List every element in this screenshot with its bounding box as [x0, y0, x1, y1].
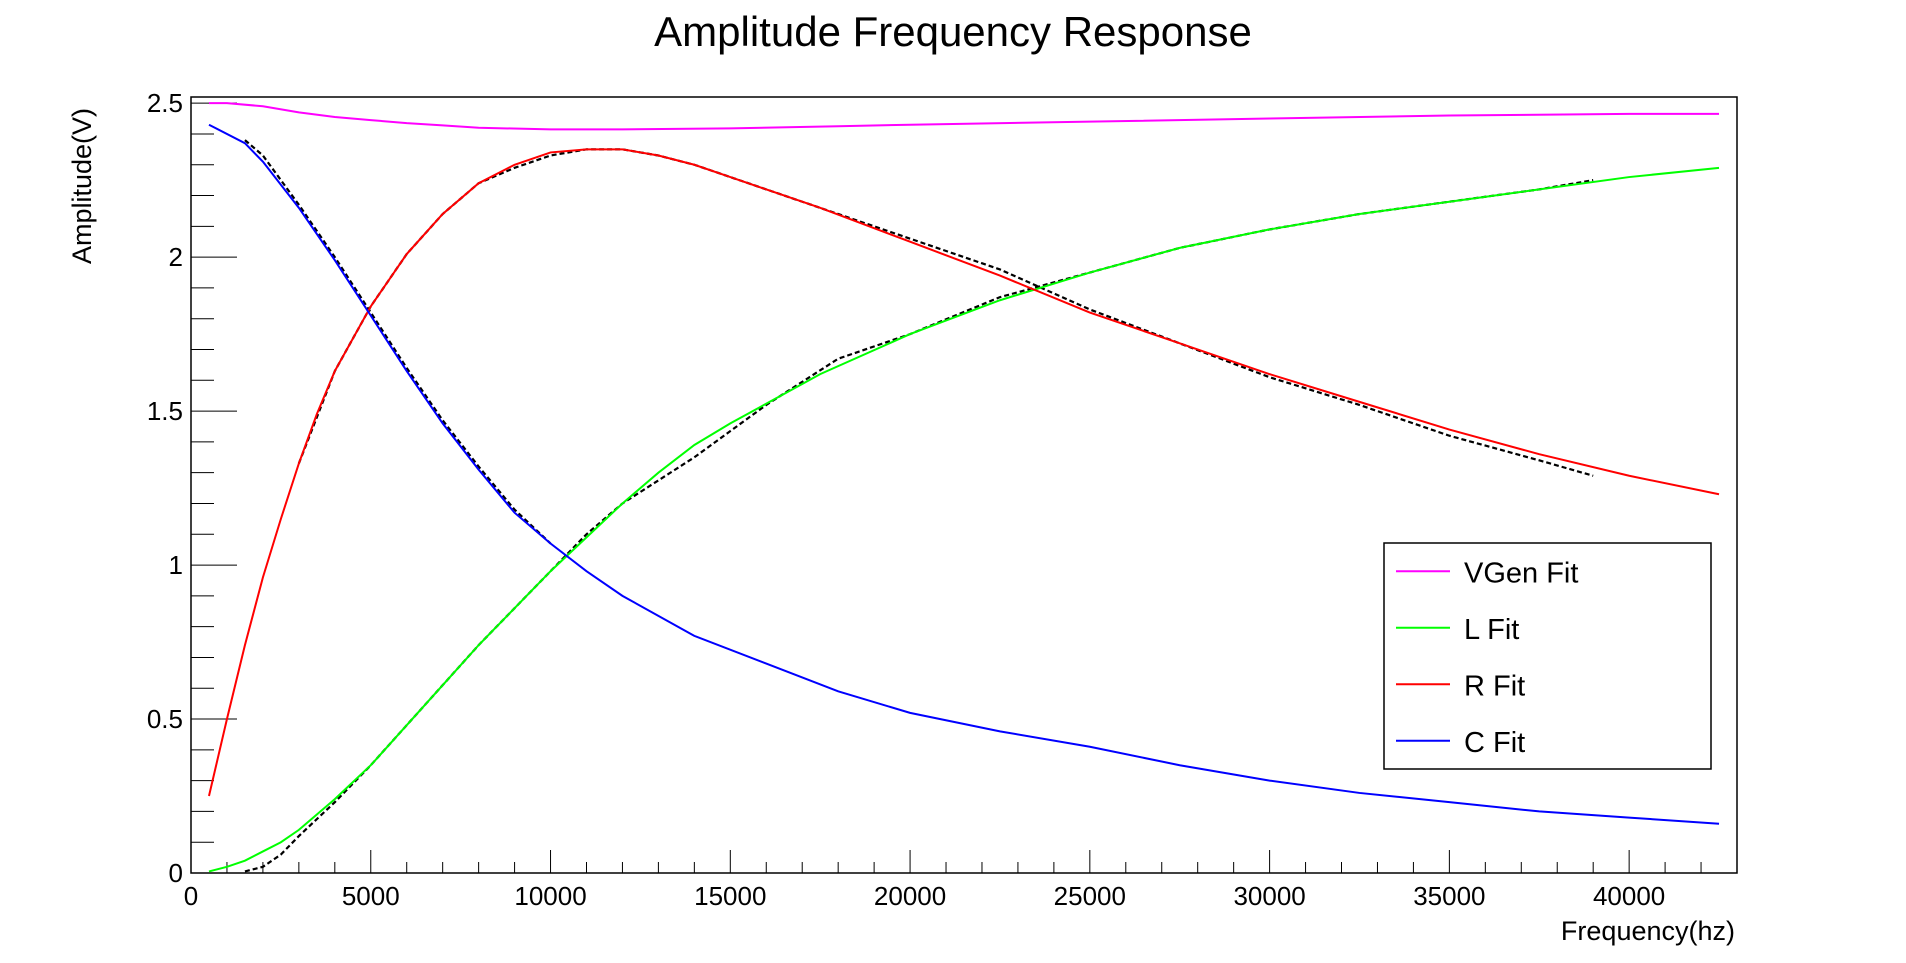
legend-label: C Fit	[1464, 727, 1525, 759]
y-tick-label: 2	[169, 242, 183, 272]
legend: VGen Fit L Fit R Fit C Fit	[1383, 542, 1712, 770]
series-layer	[208, 102, 1720, 873]
x-tick-label: 30000	[1233, 881, 1305, 911]
x-axis-label: Frequency(hz)	[1561, 916, 1735, 946]
y-tick-label: 1	[169, 550, 183, 580]
legend-box	[1383, 542, 1712, 770]
x-tick-label: 10000	[514, 881, 586, 911]
y-tick-label: 1.5	[147, 396, 183, 426]
chart-title: Amplitude Frequency Response	[654, 8, 1252, 55]
plot-frame	[190, 96, 1738, 874]
series-l-fitline	[208, 166, 1720, 873]
y-tick-label: 2.5	[147, 88, 183, 118]
legend-label: R Fit	[1464, 670, 1525, 702]
y-axis-label: Amplitude(V)	[67, 108, 97, 264]
x-tick-label: 15000	[694, 881, 766, 911]
legend-label: VGen Fit	[1464, 557, 1578, 589]
x-tick-label: 40000	[1593, 881, 1665, 911]
x-tick-label: 5000	[342, 881, 400, 911]
series-c-fitline	[208, 123, 1720, 825]
y-tick-label: 0.5	[147, 704, 183, 734]
x-tick-label: 25000	[1054, 881, 1126, 911]
x-tick-label: 0	[184, 881, 198, 911]
series-r-fitline	[208, 148, 1720, 797]
y-tick-label: 0	[169, 858, 183, 888]
x-axis: 0 5000 10000 15000 20000 25000 30000 35000 40000	[184, 850, 1738, 911]
x-tick-label: 35000	[1413, 881, 1485, 911]
y-axis: 0 0.5 1 1.5 2 2.5	[147, 88, 237, 888]
series-vgen-fitline	[208, 102, 1720, 131]
x-tick-label: 20000	[874, 881, 946, 911]
legend-label: L Fit	[1464, 614, 1519, 646]
